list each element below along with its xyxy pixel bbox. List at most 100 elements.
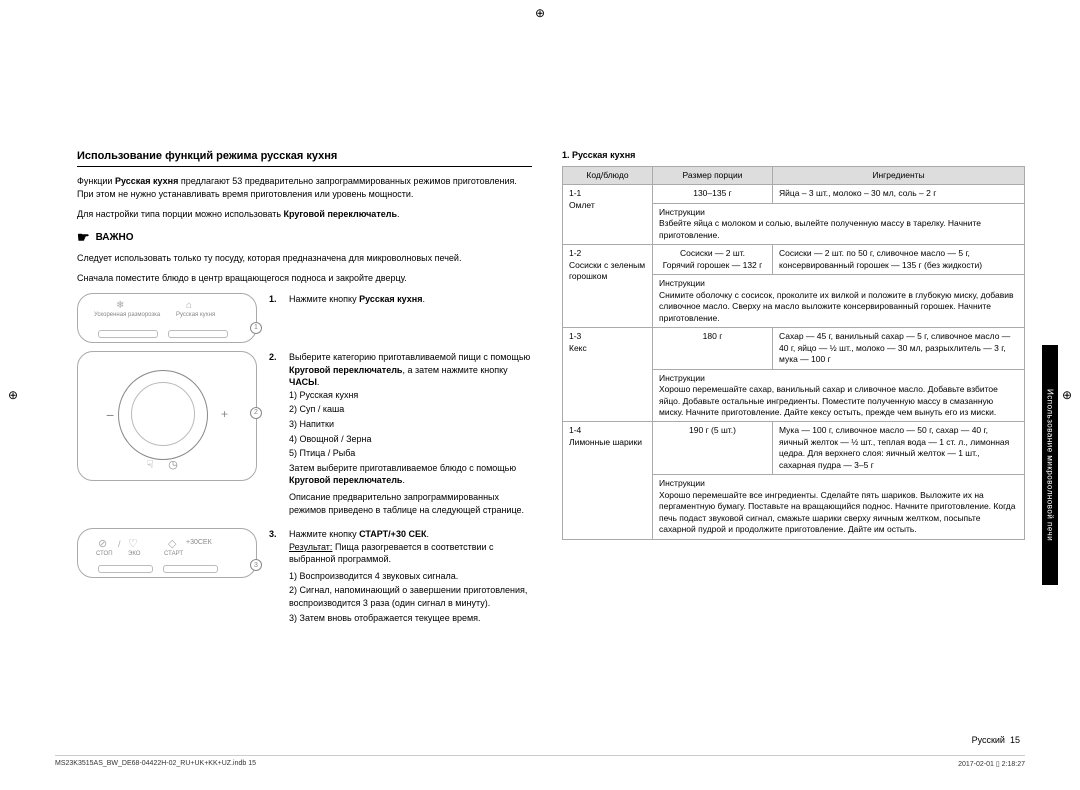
th-ingr: Ингредиенты: [773, 167, 1025, 185]
start-icon: ◇: [168, 537, 176, 550]
badge-1-icon: 1: [250, 322, 262, 334]
illus-label: СТАРТ: [164, 551, 183, 557]
text-bold: Круговой переключатель: [289, 365, 402, 375]
text: Функции: [77, 176, 115, 186]
section-title: Использование функций режима русская кух…: [77, 150, 532, 162]
right-column: 1. Русская кухня Код/блюдо Размер порции…: [562, 150, 1025, 638]
table-row: 1-2 Сосиски с зеленым горошком Сосиски —…: [563, 245, 1025, 275]
plus-icon: +: [221, 407, 228, 421]
instr-text: Снимите оболочку с сосисок, проколите их…: [659, 290, 1018, 324]
step-body: Нажмите кнопку СТАРТ/+30 СЕК. Результат:…: [289, 528, 532, 626]
instr-text: Хорошо перемешайте сахар, ванильный саха…: [659, 384, 1018, 418]
table-row: 1-1 Омлет 130–135 г Яйца – 3 шт., молоко…: [563, 185, 1025, 203]
cell-ingr: Сосиски — 2 шт. по 50 г, сливочное масло…: [773, 245, 1025, 275]
instr-text: Хорошо перемешайте все ингредиенты. Сдел…: [659, 490, 1018, 536]
step2-after: Затем выберите приготавливаемое блюдо с …: [289, 462, 532, 487]
text: Нажмите кнопку: [289, 529, 359, 539]
code-name: Кекс: [569, 343, 646, 354]
footer-date: 2017-02-01 ▯ 2:18:27: [958, 760, 1025, 768]
cell-ingr: Сахар — 45 г, ванильный сахар — 5 г, сли…: [773, 328, 1025, 369]
cell-ingr: Яйца – 3 шт., молоко – 30 мл, соль – 2 г: [773, 185, 1025, 203]
illustration-buttons: ⊘ СТОП / ♡ ЭКО ◇ СТАРТ +30СЕК 3: [77, 528, 257, 578]
recipe-table: Код/блюдо Размер порции Ингредиенты 1-1 …: [562, 166, 1025, 540]
step-number: 3.: [269, 528, 283, 626]
cell-code: 1-3 Кекс: [563, 328, 653, 422]
table-row: 1-4 Лимонные шарики 190 г (5 шт.) Мука —…: [563, 422, 1025, 475]
snowflake-icon: ❄: [116, 300, 124, 311]
instr-label: Инструкции: [659, 278, 1018, 289]
step-number: 2.: [269, 351, 283, 516]
illus-screen: [168, 330, 228, 338]
cell-instr: Инструкции Снимите оболочку с сосисок, п…: [653, 275, 1025, 328]
code-num: 1-3: [569, 331, 646, 342]
category-list: 1) Русская кухня 2) Суп / каша 3) Напитк…: [289, 389, 532, 460]
code-num: 1-1: [569, 188, 646, 199]
code-num: 1-2: [569, 248, 646, 259]
list-item: 1) Русская кухня: [289, 389, 532, 402]
step-row-1: Ускоренная разморозка ❄ ⌂ Русская кухня …: [77, 293, 532, 343]
list-item: 3) Затем вновь отображается текущее врем…: [289, 612, 532, 625]
instr-label: Инструкции: [659, 373, 1018, 384]
illus-label: СТОП: [96, 551, 113, 557]
result-label: Результат:: [289, 542, 332, 552]
text: .: [402, 475, 405, 485]
text: .: [422, 294, 425, 304]
cell-code: 1-1 Омлет: [563, 185, 653, 245]
footer-file: MS23K3515AS_BW_DE68-04422H-02_RU+UK+KK+U…: [55, 760, 256, 768]
eco-icon: ♡: [128, 537, 138, 550]
badge-3-icon: 3: [250, 559, 262, 571]
pointer-icon: ☛: [77, 229, 90, 246]
step-2-text: 2. Выберите категорию приготавливаемой п…: [269, 351, 532, 520]
intro-p1: Функции Русская кухня предлагают 53 пред…: [77, 175, 532, 200]
size-line: Горячий горошек — 132 г: [659, 260, 766, 271]
step-row-2: − + ☟ ◷ 2 2. Выберите категорию приготав…: [77, 351, 532, 520]
list-item: 4) Овощной / Зерна: [289, 433, 532, 446]
pre-step-text: Сначала поместите блюдо в центр вращающе…: [77, 272, 532, 285]
instr-label: Инструкции: [659, 207, 1018, 218]
illus-screen: [98, 330, 158, 338]
th-size: Размер порции: [653, 167, 773, 185]
list-item: 2) Сигнал, напоминающий о завершении при…: [289, 584, 532, 609]
cell-size: 180 г: [653, 328, 773, 369]
important-heading: ☛ ВАЖНО: [77, 229, 532, 246]
code-num: 1-4: [569, 425, 646, 436]
dome-icon: ⌂: [186, 300, 192, 311]
illus-label: ЭКО: [128, 551, 140, 557]
text: Нажмите кнопку: [289, 294, 359, 304]
page-footer: Русский 15: [972, 735, 1020, 745]
cell-code: 1-2 Сосиски с зеленым горошком: [563, 245, 653, 328]
step-3-text: 3. Нажмите кнопку СТАРТ/+30 СЕК. Результ…: [269, 528, 532, 630]
title-rule: [77, 166, 532, 167]
instr-text: Взбейте яйца с молоком и солью, вылейте …: [659, 218, 1018, 241]
step-1-text: 1. Нажмите кнопку Русская кухня.: [269, 293, 532, 310]
illus-screen: [163, 565, 218, 573]
list-item: 1) Воспроизводится 4 звуковых сигнала.: [289, 570, 532, 583]
minus-icon: −: [106, 407, 114, 423]
cell-size: 190 г (5 шт.): [653, 422, 773, 475]
cell-size: Сосиски — 2 шт. Горячий горошек — 132 г: [653, 245, 773, 275]
print-footer: MS23K3515AS_BW_DE68-04422H-02_RU+UK+KK+U…: [55, 755, 1025, 768]
text: Затем выберите приготавливаемое блюдо с …: [289, 463, 516, 473]
step-body: Нажмите кнопку Русская кухня.: [289, 293, 532, 306]
result-list: 1) Воспроизводится 4 звуковых сигнала. 2…: [289, 570, 532, 624]
step2-note: Описание предварительно запрограммирован…: [289, 491, 532, 516]
code-name: Сосиски с зеленым горошком: [569, 260, 646, 283]
table-title: 1. Русская кухня: [562, 150, 1025, 160]
step-row-3: ⊘ СТОП / ♡ ЭКО ◇ СТАРТ +30СЕК 3 3. Нажми…: [77, 528, 532, 630]
code-name: Омлет: [569, 200, 646, 211]
illus-label: Ускоренная разморозка: [94, 312, 160, 318]
instr-label: Инструкции: [659, 478, 1018, 489]
list-item: 3) Напитки: [289, 418, 532, 431]
illus-label: Русская кухня: [176, 312, 215, 318]
illustration-panel-1: Ускоренная разморозка ❄ ⌂ Русская кухня …: [77, 293, 257, 343]
cell-instr: Инструкции Хорошо перемешайте сахар, ван…: [653, 369, 1025, 422]
illus-label: +30СЕК: [186, 539, 212, 546]
table-header-row: Код/блюдо Размер порции Ингредиенты: [563, 167, 1025, 185]
important-text: Следует использовать только ту посуду, к…: [77, 252, 532, 265]
text: .: [397, 209, 400, 219]
cell-size: 130–135 г: [653, 185, 773, 203]
list-item: 2) Суп / каша: [289, 403, 532, 416]
important-label-text: ВАЖНО: [96, 232, 134, 243]
step-body: Выберите категорию приготавливаемой пищи…: [289, 351, 532, 516]
text-bold: Русская кухня: [359, 294, 422, 304]
